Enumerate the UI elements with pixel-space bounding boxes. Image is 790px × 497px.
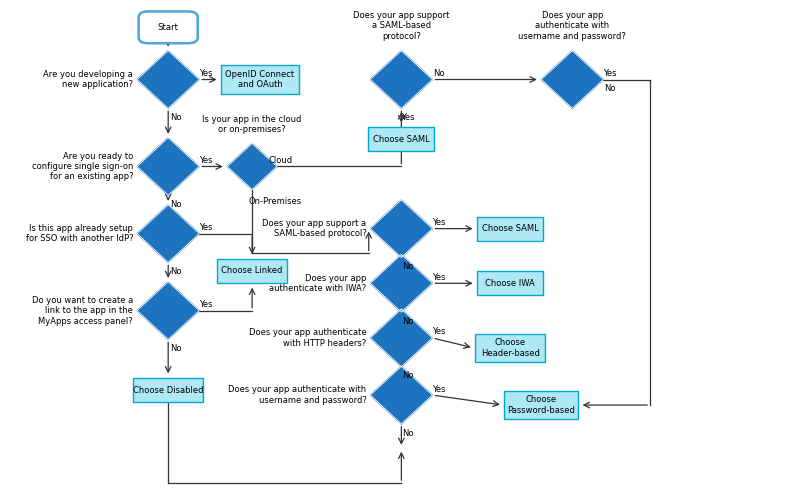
Text: Choose IWA: Choose IWA — [485, 279, 535, 288]
Text: Does your app authenticate with
username and password?: Does your app authenticate with username… — [228, 385, 367, 405]
FancyBboxPatch shape — [476, 334, 545, 362]
Text: Is this app already setup
for SSO with another IdP?: Is this app already setup for SSO with a… — [25, 224, 134, 244]
Text: Choose
Header-based: Choose Header-based — [481, 338, 540, 358]
Text: Cloud: Cloud — [269, 156, 293, 165]
Text: No: No — [170, 200, 182, 209]
Text: OpenID Connect
and OAuth: OpenID Connect and OAuth — [225, 70, 295, 89]
Text: Choose
Password-based: Choose Password-based — [507, 395, 575, 415]
Text: No: No — [402, 371, 413, 380]
Text: Yes: Yes — [199, 69, 213, 78]
Polygon shape — [228, 144, 277, 189]
Text: Yes: Yes — [199, 223, 213, 232]
Text: Choose Linked: Choose Linked — [221, 266, 283, 275]
Text: No: No — [402, 429, 413, 438]
Text: Choose SAML: Choose SAML — [373, 135, 430, 144]
Polygon shape — [541, 51, 604, 108]
FancyBboxPatch shape — [221, 65, 299, 94]
Text: No: No — [402, 262, 413, 271]
Text: Are you developing a
new application?: Are you developing a new application? — [43, 70, 134, 89]
FancyBboxPatch shape — [138, 11, 198, 43]
Text: Does your app
authenticate with
username and password?: Does your app authenticate with username… — [518, 11, 626, 41]
Text: No: No — [433, 69, 445, 78]
Polygon shape — [371, 309, 432, 367]
Polygon shape — [371, 254, 432, 312]
Text: No: No — [170, 267, 182, 276]
Polygon shape — [137, 205, 199, 262]
Text: No: No — [604, 84, 615, 93]
Text: On-Premises: On-Premises — [248, 197, 301, 206]
Polygon shape — [371, 51, 432, 108]
FancyBboxPatch shape — [368, 127, 435, 151]
FancyBboxPatch shape — [134, 378, 203, 402]
Polygon shape — [137, 138, 199, 195]
Text: No: No — [170, 344, 182, 353]
Text: Does your app support
a SAML-based
protocol?: Does your app support a SAML-based proto… — [353, 11, 450, 41]
Text: Yes: Yes — [199, 156, 213, 165]
Text: Yes: Yes — [603, 69, 616, 78]
Text: Yes: Yes — [432, 385, 446, 394]
Text: Choose SAML: Choose SAML — [482, 224, 539, 233]
FancyBboxPatch shape — [217, 259, 287, 283]
FancyBboxPatch shape — [477, 217, 544, 241]
FancyBboxPatch shape — [477, 271, 544, 295]
Text: Are you ready to
configure single sign-on
for an existing app?: Are you ready to configure single sign-o… — [32, 152, 134, 181]
Text: Do you want to create a
link to the app in the
MyApps access panel?: Do you want to create a link to the app … — [32, 296, 134, 326]
Text: Yes: Yes — [401, 113, 414, 122]
Text: Does your app support a
SAML-based protocol?: Does your app support a SAML-based proto… — [262, 219, 367, 239]
Text: Yes: Yes — [432, 218, 446, 227]
Text: No: No — [170, 113, 182, 122]
Text: Start: Start — [158, 23, 179, 32]
Text: Choose Disabled: Choose Disabled — [133, 386, 204, 395]
Text: Is your app in the cloud
or on-premises?: Is your app in the cloud or on-premises? — [202, 115, 302, 135]
Polygon shape — [371, 200, 432, 257]
Text: No: No — [402, 317, 413, 326]
Text: Yes: Yes — [432, 273, 446, 282]
Polygon shape — [137, 282, 199, 339]
Text: Yes: Yes — [199, 300, 213, 309]
FancyBboxPatch shape — [504, 392, 578, 418]
Polygon shape — [371, 366, 432, 424]
Text: Yes: Yes — [432, 328, 446, 336]
Text: Does your app
authenticate with IWA?: Does your app authenticate with IWA? — [269, 273, 367, 293]
Polygon shape — [137, 51, 199, 108]
Text: Does your app authenticate
with HTTP headers?: Does your app authenticate with HTTP hea… — [249, 328, 367, 348]
